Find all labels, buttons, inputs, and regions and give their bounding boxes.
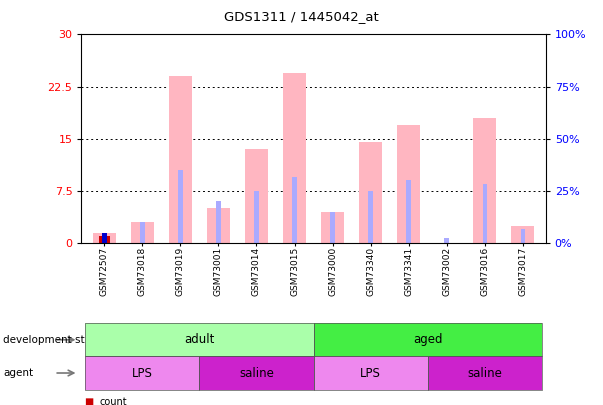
Text: development stage: development stage [3,335,104,345]
Bar [406,181,411,243]
Text: GDS1311 / 1445042_at: GDS1311 / 1445042_at [224,10,379,23]
Bar [368,191,373,243]
Text: adult: adult [184,333,215,346]
Bar [98,236,110,243]
Bar [444,238,449,243]
Text: LPS: LPS [132,367,153,379]
Bar [283,72,306,243]
Text: saline: saline [239,367,274,379]
Text: LPS: LPS [360,367,381,379]
Bar [216,201,221,243]
Bar [254,191,259,243]
Text: aged: aged [413,333,443,346]
Bar [511,226,534,243]
Bar [207,208,230,243]
Bar [397,125,420,243]
Bar [131,222,154,243]
Text: saline: saline [467,367,502,379]
Bar [93,232,116,243]
Bar [330,212,335,243]
Bar [359,142,382,243]
Bar [102,232,107,243]
Bar [482,184,487,243]
Text: ■: ■ [84,397,93,405]
Bar [292,177,297,243]
Bar [178,170,183,243]
Text: count: count [99,397,127,405]
Bar [473,118,496,243]
Bar [140,222,145,243]
Bar [102,232,107,243]
Bar [169,76,192,243]
Bar [520,229,525,243]
Bar [245,149,268,243]
Text: agent: agent [3,368,33,378]
Bar [321,212,344,243]
